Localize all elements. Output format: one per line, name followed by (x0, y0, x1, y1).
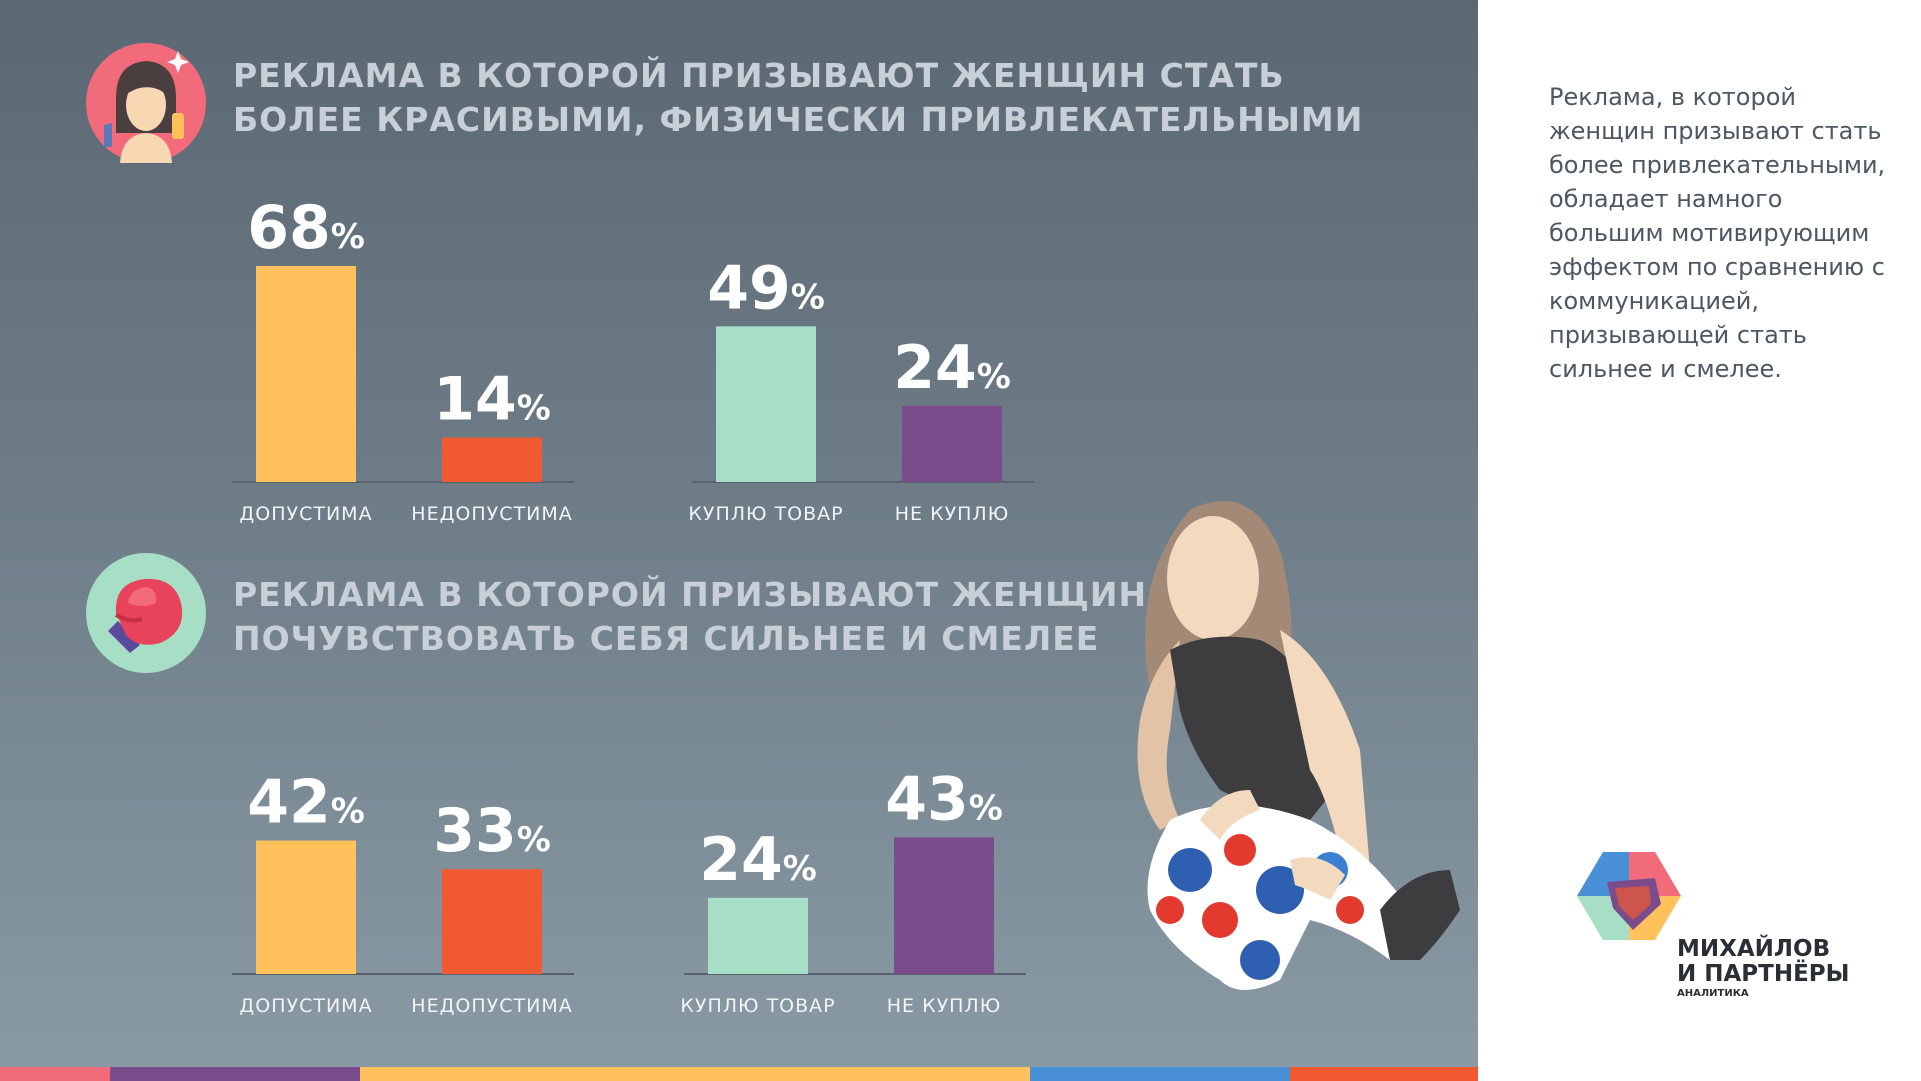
chart1-bar-2 (442, 437, 542, 482)
section1-title: РЕКЛАМА В КОТОРОЙ ПРИЗЫВАЮТ ЖЕНЩИН СТАТЬ… (233, 54, 1363, 142)
bar-charts: 68% ДОПУСТИМА 14% НЕДОПУСТИМА 49% КУПЛЮ ТОВАР… (232, 193, 1034, 1017)
chart3-category-label-2: НЕДОПУСТИМА (411, 995, 572, 1017)
chart4-bar-1 (708, 897, 808, 974)
bottom-stripe-orange (1290, 1067, 1478, 1081)
chart1-category-label-2: НЕДОПУСТИМА (411, 503, 572, 525)
section2-title-line2: ПОЧУВСТВОВАТЬ СЕБЯ СИЛЬНЕЕ И СМЕЛЕЕ (233, 619, 1100, 658)
chart2-category-label-1: КУПЛЮ ТОВАР (688, 503, 843, 525)
chart3-category-label-1: ДОПУСТИМА (239, 995, 372, 1017)
chart4-bar-2 (894, 837, 994, 974)
chart4-category-label-1: КУПЛЮ ТОВАР (680, 995, 835, 1017)
chart1-value-label-2: 14% (433, 365, 551, 435)
section1-title-line2: БОЛЕЕ КРАСИВЫМИ, ФИЗИЧЕСКИ ПРИВЛЕКАТЕЛЬН… (233, 100, 1364, 139)
bottom-stripe-blue (1030, 1067, 1290, 1081)
section2-title-line1: РЕКЛАМА В КОТОРОЙ ПРИЗЫВАЮТ ЖЕНЩИН (233, 575, 1148, 614)
chart-panel: РЕКЛАМА В КОТОРОЙ ПРИЗЫВАЮТ ЖЕНЩИН СТАТЬ… (0, 0, 1478, 1081)
boxing-glove-icon (86, 553, 206, 673)
company-name-line3: АНАЛИТИКА (1677, 988, 1749, 999)
woman-illustration (1137, 501, 1460, 990)
chart4-category-label-2: НЕ КУПЛЮ (887, 995, 1002, 1017)
bottom-stripe-purple (110, 1067, 360, 1081)
chart1-bar-1 (256, 266, 356, 482)
chart3-bar-1 (256, 840, 356, 974)
woman-face-icon (86, 43, 206, 163)
bottom-stripe-pink (0, 1067, 110, 1081)
chart4-value-label-2: 43% (885, 764, 1003, 834)
chart1-category-label-1: ДОПУСТИМА (239, 503, 372, 525)
chart2-value-label-1: 49% (707, 253, 825, 323)
chart3-value-label-1: 42% (247, 768, 365, 838)
company-name-line2: И ПАРТНЁРЫ (1677, 961, 1850, 987)
chart2-category-label-2: НЕ КУПЛЮ (895, 503, 1010, 525)
chart2-value-label-2: 24% (893, 333, 1011, 403)
summary-text: Реклама, в которой женщин призывают стат… (1549, 83, 1886, 383)
bottom-stripe-yellow (360, 1067, 1030, 1081)
chart3-value-label-2: 33% (433, 796, 551, 866)
chart4-value-label-1: 24% (699, 825, 817, 895)
chart2-bar-2 (902, 405, 1002, 482)
chart2-bar-1 (716, 326, 816, 482)
section2-title: РЕКЛАМА В КОТОРОЙ ПРИЗЫВАЮТ ЖЕНЩИН ПОЧУВ… (233, 573, 1147, 661)
company-name: МИХАЙЛОВ И ПАРТНЁРЫ АНАЛИТИКА (1677, 937, 1850, 1001)
company-name-line1: МИХАЙЛОВ (1677, 936, 1831, 962)
company-logo-icon (1577, 848, 1687, 952)
section1-title-line1: РЕКЛАМА В КОТОРОЙ ПРИЗЫВАЮТ ЖЕНЩИН СТАТЬ (233, 56, 1285, 95)
chart3-bar-2 (442, 869, 542, 974)
chart1-value-label-1: 68% (247, 193, 365, 263)
